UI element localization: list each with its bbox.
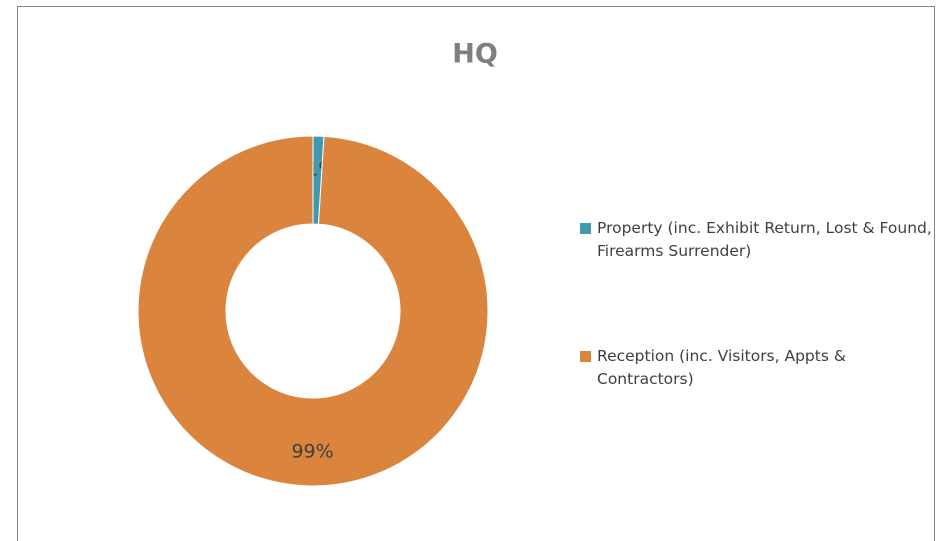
legend-item: Reception (inc. Visitors, Appts & Contra…	[580, 345, 937, 391]
donut-slice	[137, 135, 489, 487]
legend-swatch	[580, 223, 591, 234]
data-label: 99%	[291, 440, 333, 462]
chart-title: HQ	[452, 39, 498, 70]
legend-label: Property (inc. Exhibit Return, Lost & Fo…	[597, 219, 932, 260]
legend-label: Reception (inc. Visitors, Appts & Contra…	[597, 347, 846, 388]
legend-item: Property (inc. Exhibit Return, Lost & Fo…	[580, 217, 937, 263]
legend-swatch	[580, 351, 591, 362]
